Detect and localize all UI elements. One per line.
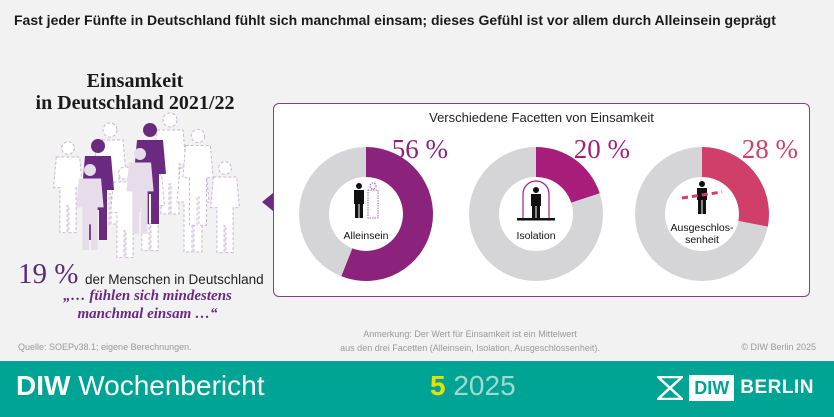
facet-label-line: senheit	[685, 234, 719, 246]
issue: 5	[430, 370, 446, 401]
loneliness-quote: „… fühlen sich mindestens manchmal einsa…	[40, 287, 255, 323]
donut-chart	[469, 147, 603, 281]
year: 2025	[445, 370, 516, 401]
infographic-title: Einsamkeit in Deutschland 2021/22	[30, 70, 240, 114]
loneliness-percent: 19 %	[18, 258, 79, 290]
annotation-line-1: Anmerkung: Der Wert für Einsamkeit ist e…	[363, 329, 577, 339]
person-outline-icon	[110, 166, 140, 258]
quote-line-1: „… fühlen sich mindestens	[63, 288, 232, 304]
source-note: Quelle: SOEPv38.1; eigene Berechnungen.	[18, 342, 192, 352]
facet-isolation: 20 % Isolation	[462, 104, 632, 294]
annotation-line-2: aus den drei Facetten (Alleinsein, Isola…	[340, 343, 600, 353]
donut-chart	[299, 147, 433, 281]
facet-label-line: Ausgeschlos-	[670, 222, 734, 234]
brand-bold: DIW	[16, 370, 71, 401]
quote-line-2: manchmal einsam …“	[77, 306, 218, 322]
headline: Fast jeder Fünfte in Deutschland fühlt s…	[14, 12, 776, 28]
facet-alleinsein: 56 % Alleinsein	[292, 104, 462, 294]
person-faded-icon	[76, 164, 104, 250]
donut-segment	[341, 147, 433, 281]
facet-label-line: Alleinsein	[343, 230, 389, 242]
diw-logo: DIW BERLIN	[657, 375, 814, 401]
issue-number: 5 2025	[430, 370, 516, 402]
facet-label-line: Isolation	[516, 230, 556, 242]
facet-percent: 28 %	[741, 134, 798, 164]
donut-segment	[536, 147, 600, 203]
person-outline-icon	[53, 141, 83, 234]
facet-label: Ausgeschlos-senheit	[667, 222, 737, 246]
person-outline-icon	[210, 161, 240, 254]
copyright: © DIW Berlin 2025	[741, 342, 816, 352]
logo-diw: DIW	[689, 375, 735, 401]
person-faded-icon	[126, 148, 154, 234]
person-outline-icon	[182, 128, 214, 226]
logo-berlin: BERLIN	[740, 377, 814, 398]
annotation: Anmerkung: Der Wert für Einsamkeit ist e…	[310, 327, 630, 355]
facet-label: Isolation	[501, 230, 571, 242]
facet-ausgeschlossenheit: 28 % Ausgeschlos-senheit	[628, 104, 798, 294]
publication-name: DIW Wochenbericht	[16, 370, 264, 402]
person-alone-icon	[354, 182, 379, 219]
person-excluded-icon	[681, 181, 723, 214]
title-line-2: in Deutschland 2021/22	[35, 92, 235, 114]
facets-title: Verschiedene Facetten von Einsamkeit	[429, 110, 654, 125]
person-isolation-icon	[517, 180, 555, 221]
diw-logo-icon	[657, 376, 684, 400]
footer-bar: DIW Wochenbericht 5 2025 DIW BERLIN	[0, 361, 834, 417]
title-line-1: Einsamkeit	[86, 70, 184, 92]
donut-segment	[702, 147, 769, 227]
pointer-arrow	[262, 193, 273, 211]
facet-percent: 20 %	[573, 134, 630, 164]
loneliness-percent-text: der Menschen in Deutschland	[85, 272, 264, 287]
donut-chart	[635, 147, 769, 281]
people-illustration	[53, 112, 240, 258]
facets-panel: Verschiedene Facetten von Einsamkeit 56 …	[273, 103, 810, 297]
brand-text: Wochenbericht	[70, 370, 265, 401]
facet-label: Alleinsein	[331, 230, 401, 242]
